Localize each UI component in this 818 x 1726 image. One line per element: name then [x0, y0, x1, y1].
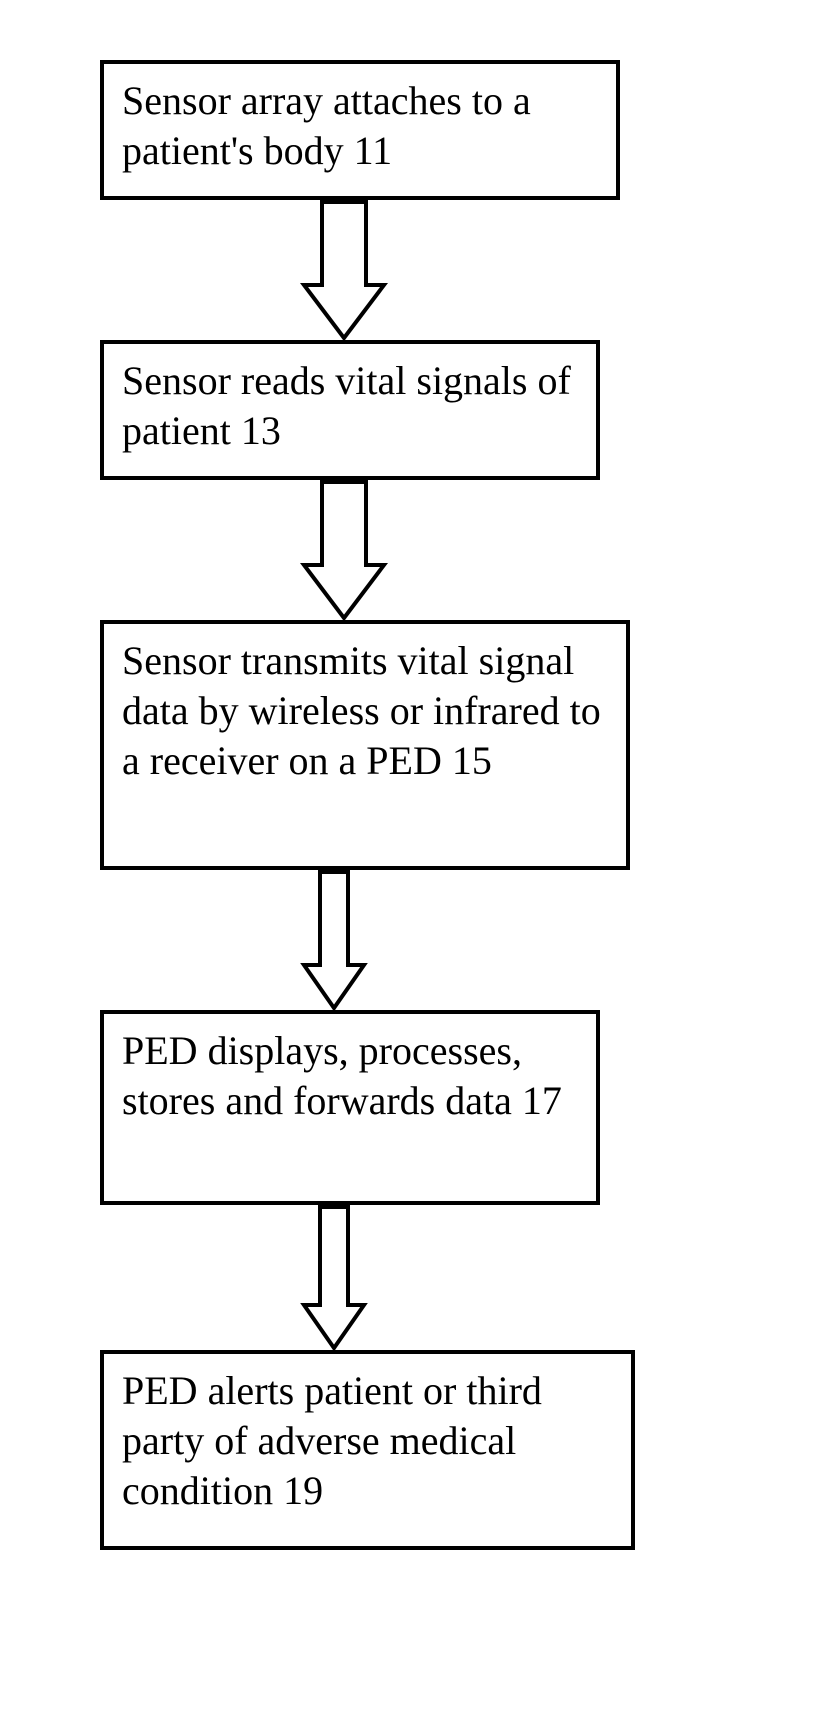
flow-node-n4: PED displays, processes, stores and forw… [100, 1010, 600, 1205]
flow-arrow-n3-n4 [300, 870, 368, 1010]
flow-arrow-n4-n5 [300, 1205, 368, 1350]
flow-arrow-n2-n3 [300, 480, 388, 620]
flow-node-n2: Sensor reads vital signals of patient 13 [100, 340, 600, 480]
flow-node-n5: PED alerts patient or third party of adv… [100, 1350, 635, 1550]
flow-node-text: PED alerts patient or third party of adv… [122, 1368, 542, 1513]
flow-node-text: Sensor reads vital signals of patient 13 [122, 358, 571, 453]
flow-arrow-n1-n2 [300, 200, 388, 340]
flow-node-n1: Sensor array attaches to a patient's bod… [100, 60, 620, 200]
flow-node-n3: Sensor transmits vital signal data by wi… [100, 620, 630, 870]
flow-node-text: Sensor transmits vital signal data by wi… [122, 638, 601, 783]
flow-node-text: Sensor array attaches to a patient's bod… [122, 78, 531, 173]
flow-node-text: PED displays, processes, stores and forw… [122, 1028, 562, 1123]
